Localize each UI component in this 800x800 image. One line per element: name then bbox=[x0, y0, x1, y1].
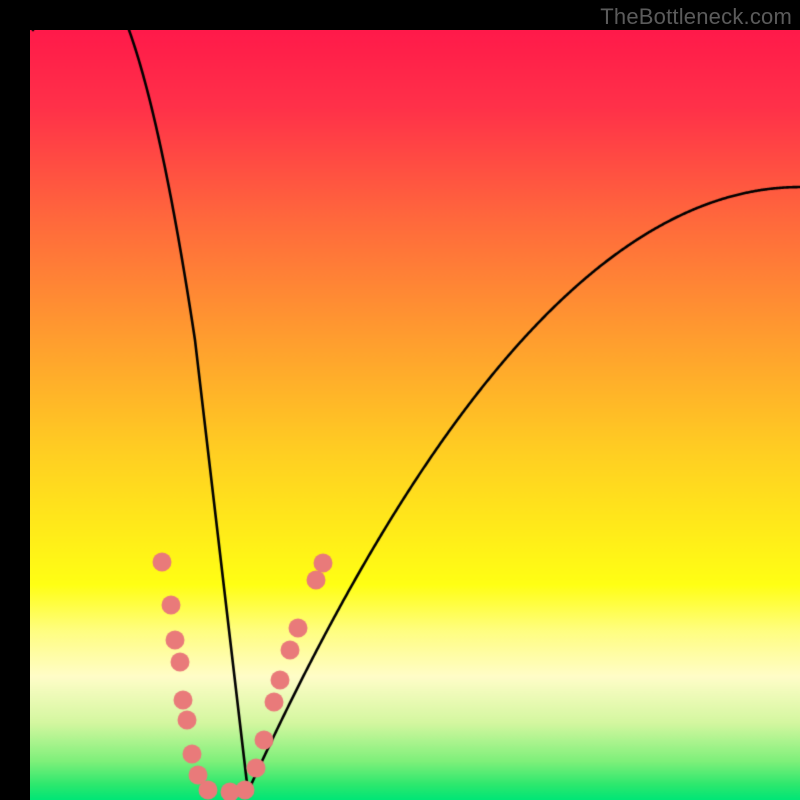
chart-stage: TheBottleneck.com bbox=[0, 0, 800, 800]
watermark-text: TheBottleneck.com bbox=[600, 4, 792, 30]
data-dots bbox=[0, 0, 800, 800]
border-left-top bbox=[0, 0, 30, 800]
